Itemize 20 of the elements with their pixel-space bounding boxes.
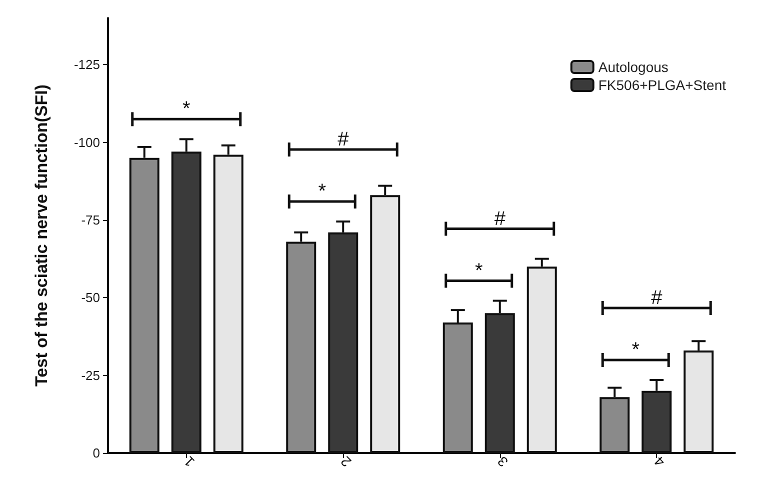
y-tick-label: -125 <box>74 57 100 72</box>
annotation: * <box>474 260 483 282</box>
annotation: * <box>182 98 190 120</box>
y-tick-label: -25 <box>81 368 100 383</box>
y-tick-label: -75 <box>81 212 100 228</box>
y-axis-title: Test of the sciatic nerve function(SFI) <box>32 84 51 386</box>
annotation: # <box>338 128 350 151</box>
x-tick-label: 2 <box>337 453 354 470</box>
annotation: # <box>651 286 664 309</box>
legend-label: FK506+PLGA+Stent <box>598 77 726 93</box>
y-tick-label: 0 <box>92 446 100 460</box>
x-tick-label: 4 <box>650 453 668 470</box>
legend-label: Autologous <box>598 59 668 75</box>
annotation: # <box>494 208 506 230</box>
x-tick-label: 3 <box>494 453 512 470</box>
y-tick-label: -50 <box>81 290 100 306</box>
annotation: * <box>632 338 640 361</box>
x-tick-label: 1 <box>180 453 198 470</box>
annotation: * <box>318 180 326 203</box>
y-tick-label: -100 <box>74 134 100 150</box>
